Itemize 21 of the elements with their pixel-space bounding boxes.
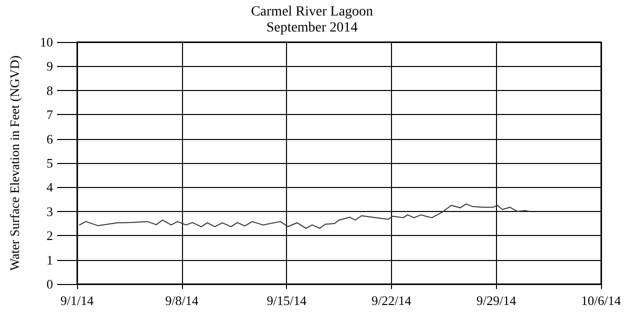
y-axis-title: Water Surface Elevation in Feet (NGVD) xyxy=(7,55,22,271)
x-tick-label: 10/6/14 xyxy=(581,293,622,308)
chart-title: Carmel River Lagoon xyxy=(250,4,374,20)
x-tick-label: 9/22/14 xyxy=(372,293,412,308)
y-tick-label: 3 xyxy=(46,204,53,219)
y-tick-label: 1 xyxy=(46,252,53,268)
line-series xyxy=(78,203,530,229)
y-tick-label: 6 xyxy=(46,131,54,146)
x-tick-label: 9/1/14 xyxy=(60,293,94,308)
y-tick-label: 2 xyxy=(46,228,53,244)
x-tick-label: 9/15/14 xyxy=(266,293,307,308)
y-tick-label: 10 xyxy=(40,34,53,50)
y-tick-label: 9 xyxy=(46,58,53,74)
x-tick-label: 9/8/14 xyxy=(165,293,199,308)
y-tick-label: 4 xyxy=(46,180,54,195)
y-tick-label: 5 xyxy=(46,156,53,170)
y-tick-label: 0 xyxy=(46,276,53,292)
x-tick-label: 9/29/14 xyxy=(476,293,517,308)
chart-subtitle: September 2014 xyxy=(266,20,358,36)
y-tick-label: 8 xyxy=(46,82,53,98)
y-tick-label: 7 xyxy=(46,107,54,122)
